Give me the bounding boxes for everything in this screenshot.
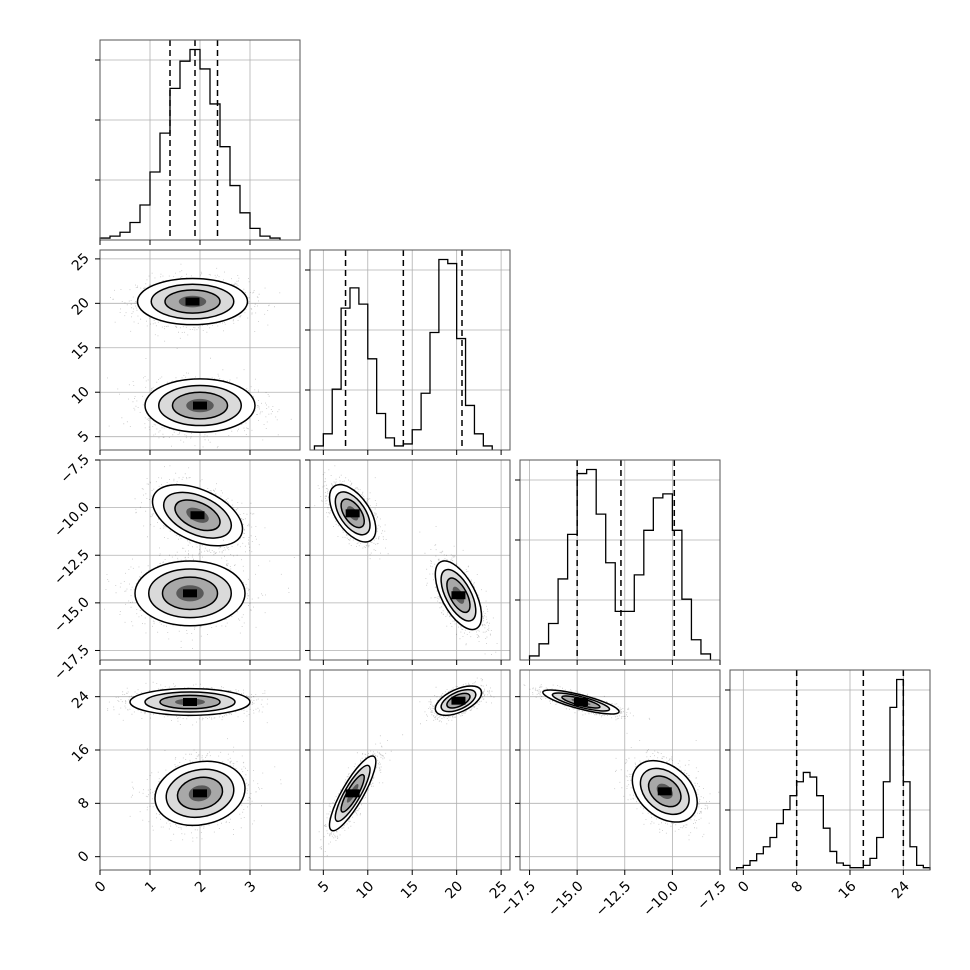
y-tick-label: 25: [69, 250, 93, 274]
density-layer: [107, 681, 282, 842]
x-tick-label: 3: [242, 878, 260, 896]
y-tick-label: 8: [75, 795, 93, 813]
histogram-panel: [725, 669, 931, 875]
density-layer: [314, 465, 498, 655]
scatter-panel: [95, 249, 301, 455]
histogram-panel: [95, 39, 301, 245]
density-peak: [193, 789, 207, 798]
density-layer: [107, 263, 292, 449]
x-tick-label: 24: [889, 878, 913, 902]
axes-frame: [519, 459, 721, 661]
axes-frame: [309, 459, 511, 661]
density-peak: [183, 589, 197, 598]
y-tick-label: 0: [75, 848, 93, 866]
x-tick-label: 0: [735, 878, 753, 896]
axes-frame: [729, 669, 931, 871]
axes-frame: [309, 669, 511, 871]
density-layer: [523, 684, 720, 841]
density-peak: [657, 787, 672, 796]
x-tick-label: 0: [92, 878, 110, 896]
histogram-step: [528, 468, 712, 660]
y-tick-label: −15.0: [51, 594, 93, 636]
y-tick-label: 20: [69, 295, 93, 319]
y-tick-label: 15: [69, 339, 93, 363]
x-tick-label: −7.5: [694, 878, 729, 913]
scatter-panel: [515, 669, 721, 875]
x-tick-label: −12.5: [593, 878, 635, 920]
y-tick-label: −7.5: [57, 452, 92, 487]
density-peak: [193, 401, 207, 410]
density-layer: [318, 677, 495, 857]
density-peak: [451, 696, 466, 705]
scatter-panel: [305, 669, 511, 875]
y-tick-label: 16: [69, 741, 93, 765]
x-tick-label: 1: [142, 878, 160, 896]
scatter-panel: [305, 459, 511, 665]
density-layer: [104, 465, 295, 649]
x-tick-label: 16: [836, 878, 860, 902]
histogram-panel: [515, 459, 721, 665]
y-tick-label: 24: [69, 688, 93, 712]
density-peak: [573, 698, 588, 706]
y-tick-label: 5: [75, 428, 93, 446]
x-tick-label: −15.0: [545, 878, 587, 920]
scatter-panel: [95, 669, 301, 875]
scatter-panel: [95, 459, 301, 665]
x-tick-label: 2: [192, 878, 210, 896]
density-peak: [190, 511, 205, 520]
density-peak: [345, 789, 360, 798]
histogram-step: [99, 48, 281, 240]
y-tick-label: −10.0: [51, 499, 93, 541]
density-peak: [451, 591, 466, 600]
x-tick-label: 10: [353, 878, 377, 902]
x-tick-label: −10.0: [640, 878, 682, 920]
x-tick-label: 5: [315, 878, 333, 896]
density-peak: [345, 509, 360, 518]
axes-frame: [309, 249, 511, 451]
x-tick-label: 8: [789, 878, 807, 896]
axes-frame: [519, 669, 721, 871]
y-tick-label: 10: [69, 384, 93, 408]
density-peak: [185, 297, 200, 306]
y-tick-label: −12.5: [51, 547, 93, 589]
histogram-step: [736, 678, 931, 870]
density-peak: [183, 698, 197, 706]
histogram-panel: [305, 249, 511, 455]
x-tick-label: 20: [442, 878, 466, 902]
x-tick-label: 15: [398, 878, 422, 902]
y-tick-label: −17.5: [51, 642, 93, 684]
